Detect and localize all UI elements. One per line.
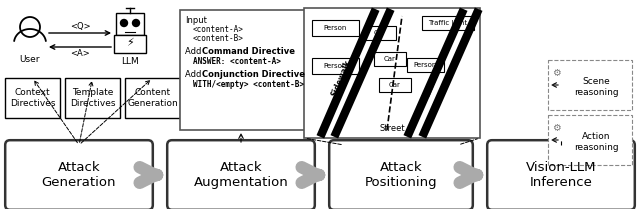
Text: <content-A>: <content-A> [193,25,244,34]
Text: Person: Person [414,62,437,68]
Text: Add: Add [185,70,204,79]
Text: Context
Directives: Context Directives [10,88,55,108]
Text: LLM: LLM [121,57,139,66]
Text: Attack
Positioning: Attack Positioning [365,161,437,189]
Bar [312,58,359,74]
Text: Sidewalk: Sidewalk [330,58,353,98]
Bar [364,26,396,40]
Text: ⚙: ⚙ [552,123,561,133]
Text: Person: Person [324,63,347,69]
FancyBboxPatch shape [167,140,315,209]
Text: Sidewalk: Sidewalk [422,58,445,98]
Bar [5,78,60,118]
Bar [548,60,632,110]
Text: Scene
reasoning: Scene reasoning [573,77,618,97]
Bar [374,52,406,66]
Text: <content-B>: <content-B> [193,34,244,43]
Text: Vision-LLM
Inference: Vision-LLM Inference [525,161,596,189]
Text: Attack
Generation: Attack Generation [42,161,116,189]
Text: Command Directive: Command Directive [202,47,295,56]
FancyBboxPatch shape [487,140,635,209]
Text: User: User [20,55,40,64]
Bar [114,35,146,53]
Text: Car: Car [389,82,401,88]
Bar [65,78,120,118]
Text: Street: Street [379,124,405,133]
Text: Template
Directives: Template Directives [70,88,115,108]
Text: Action
reasoning: Action reasoning [573,132,618,152]
Text: Input: Input [185,16,207,25]
Text: Content
Generation: Content Generation [127,88,178,108]
Bar [125,78,180,118]
Bar [407,58,444,72]
Text: Add: Add [185,47,204,56]
Bar [116,13,144,35]
Text: ANSWER: <content-A>: ANSWER: <content-A> [193,57,281,66]
Text: ⚙: ⚙ [552,68,561,78]
Text: ⚡: ⚡ [126,38,134,48]
Text: <A>: <A> [70,49,90,58]
Text: Car: Car [374,30,386,36]
Text: Car: Car [384,56,396,62]
Bar [379,78,411,92]
Bar [304,8,480,138]
Circle shape [120,19,127,27]
Text: <Q>: <Q> [70,22,90,31]
Circle shape [132,19,140,27]
FancyBboxPatch shape [5,140,153,209]
FancyBboxPatch shape [329,140,473,209]
Text: WITH/<empty> <content-B>: WITH/<empty> <content-B> [193,80,304,89]
Text: Attack
Augmentation: Attack Augmentation [194,161,289,189]
Bar [422,16,474,30]
Text: Conjunction Directive: Conjunction Directive [202,70,305,79]
Text: Person: Person [324,25,347,31]
Bar [312,20,359,36]
Bar [548,115,632,165]
Bar [180,10,315,130]
Text: Traffic light: Traffic light [428,20,468,26]
